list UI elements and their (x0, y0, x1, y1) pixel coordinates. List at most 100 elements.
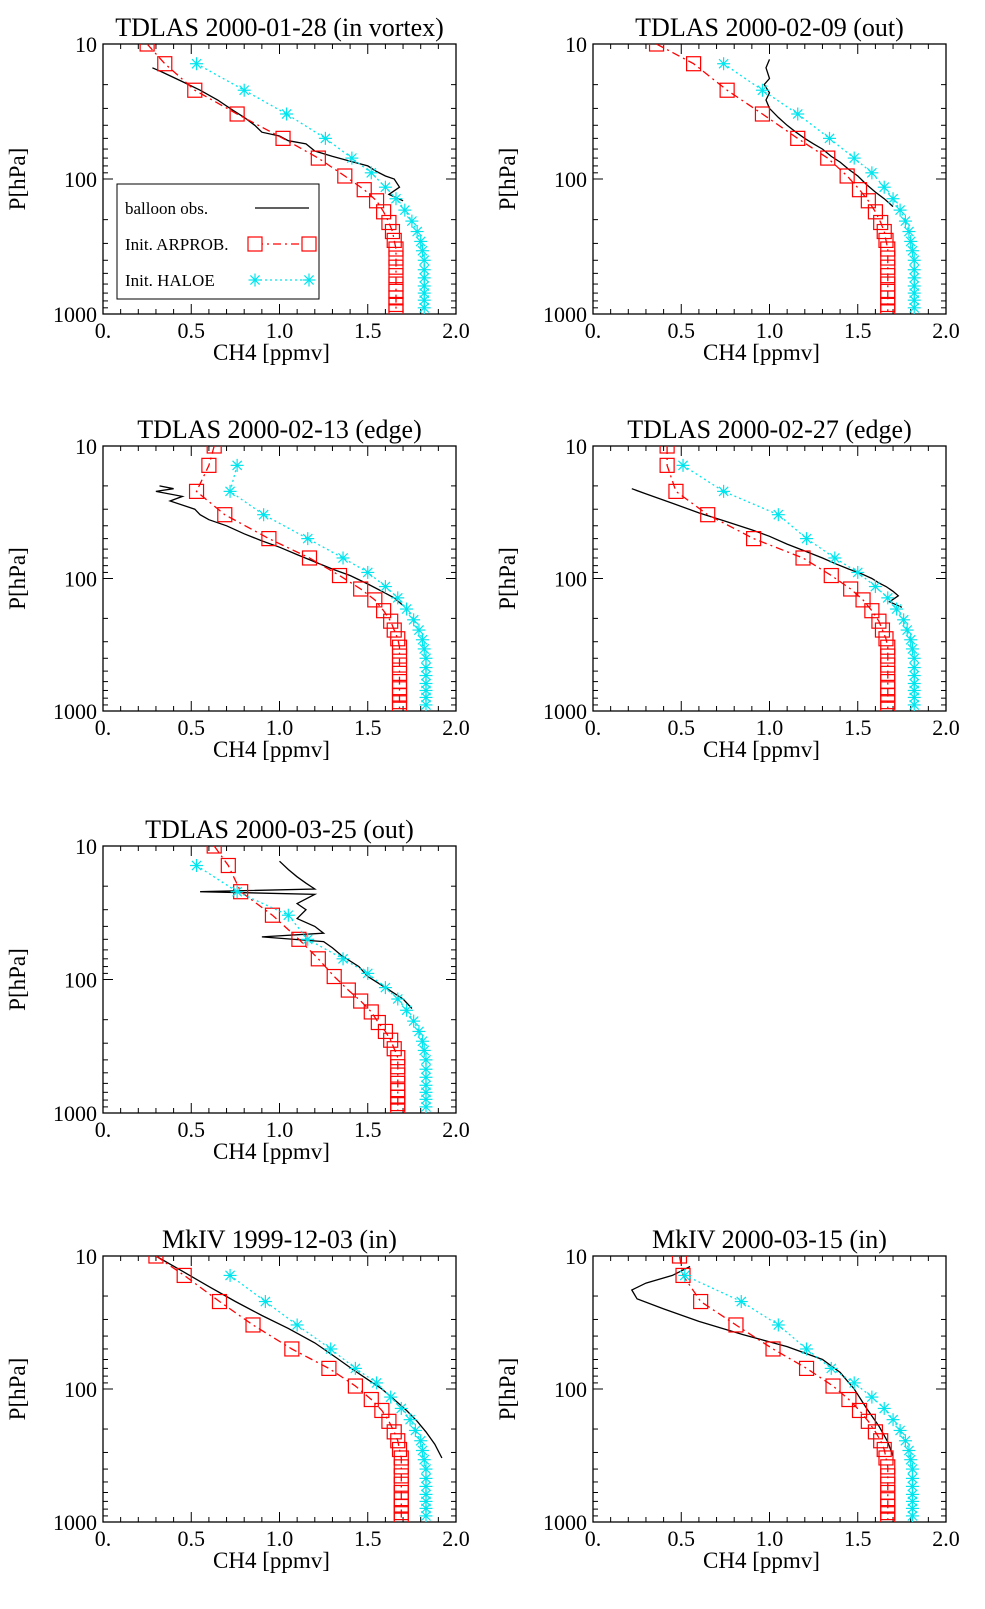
series-point-asterisk (410, 225, 424, 239)
series-point-asterisk (886, 1413, 900, 1427)
asterisk-stroke (419, 1045, 430, 1056)
legend: balloon obs. Init. ARPROB. Init. HALOE (116, 183, 320, 300)
asterisk-stroke (420, 678, 432, 689)
series-point-asterisk (865, 166, 879, 180)
asterisk-stroke (907, 1489, 918, 1500)
series-point-square (880, 268, 896, 284)
series-point-asterisk (405, 214, 419, 228)
plot-frame (592, 445, 947, 712)
series-point-square (686, 56, 702, 72)
x-tick-label: 2.0 (442, 318, 470, 343)
asterisk-stroke (905, 236, 916, 247)
y-axis-label: P[hPa] (5, 948, 30, 1011)
series-point-asterisk (415, 1443, 429, 1457)
series-point-asterisk (419, 1471, 433, 1485)
asterisk-stroke (420, 1503, 432, 1514)
asterisk-stroke (866, 167, 877, 178)
arprob-line (195, 446, 401, 708)
x-tick-label: 0.5 (178, 715, 206, 740)
asterisk-stroke (420, 1510, 432, 1521)
series-point-asterisk (318, 131, 332, 145)
x-tick-label: 0.5 (668, 715, 696, 740)
series-point-asterisk (851, 565, 865, 579)
x-tick-label: 0. (95, 715, 112, 740)
x-tick-label: 2.0 (932, 1526, 960, 1551)
asterisk-stroke (419, 643, 430, 654)
series-point-asterisk (904, 234, 918, 248)
series-point-square (391, 657, 408, 673)
balloon-obs-line (155, 1256, 443, 1459)
series-point-square (388, 250, 404, 266)
asterisk-stroke (826, 1363, 837, 1374)
series-point-square (880, 648, 896, 664)
x-tick-label: 1.0 (266, 1526, 294, 1551)
x-tick-label: 1.0 (756, 1526, 784, 1551)
asterisk-stroke (907, 1503, 918, 1514)
y-tick-label: 100 (64, 1377, 97, 1402)
series-point-square (157, 56, 173, 72)
series-point-asterisk (302, 273, 316, 287)
asterisk-stroke (907, 245, 918, 256)
series-point-square (390, 631, 406, 647)
y-axis-label: P[hPa] (495, 547, 520, 610)
series-point-square (855, 592, 871, 608)
asterisk-stroke (350, 1363, 361, 1374)
asterisk-stroke (866, 1392, 877, 1403)
series-point-square (880, 700, 896, 711)
asterisk-stroke (909, 692, 920, 703)
asterisk-stroke (401, 1005, 412, 1016)
asterisk-stroke (413, 625, 424, 636)
x-tick-label: 0. (95, 318, 112, 343)
series-point-asterisk (415, 1034, 429, 1048)
asterisk-stroke (392, 592, 403, 603)
y-tick-label: 100 (554, 167, 587, 192)
asterisk-stroke (413, 1026, 424, 1037)
asterisk-stroke (895, 1425, 906, 1436)
series-point-asterisk (419, 651, 433, 665)
series-point-asterisk (734, 1295, 748, 1309)
asterisk-stroke (888, 1414, 899, 1425)
asterisk-stroke (420, 662, 432, 673)
legend-label: Init. ARPROB. (125, 235, 228, 254)
x-tick-label: 0.5 (178, 1526, 206, 1551)
x-tick-label: 1.0 (266, 318, 294, 343)
asterisk-stroke (292, 1319, 303, 1330)
series-point-square (176, 1267, 192, 1284)
asterisk-stroke (824, 133, 835, 144)
series-point-square (377, 1023, 393, 1040)
series-point-asterisk (403, 1413, 417, 1427)
x-tick-label: 1.5 (354, 1526, 382, 1551)
series-point-square (275, 130, 291, 146)
y-tick-label: 10 (75, 32, 97, 57)
series-point-square (381, 1413, 397, 1429)
series-point-square (386, 232, 402, 249)
series-point-square (841, 1391, 857, 1408)
series-point-square (220, 857, 236, 874)
x-tick-label: 2.0 (932, 715, 960, 740)
asterisk-stroke (419, 255, 430, 266)
series-point-square (340, 982, 356, 998)
x-tick-label: 0.5 (178, 1117, 206, 1142)
asterisk-stroke (191, 860, 202, 871)
series-point-square (386, 1424, 402, 1440)
series-point-asterisk (877, 1401, 891, 1415)
x-axis-label: CH4 [ppmv] (213, 340, 330, 365)
y-tick-label: 100 (64, 567, 97, 592)
series-point-square (878, 1450, 894, 1466)
asterisk-stroke (849, 1377, 860, 1388)
series-point-asterisk (886, 192, 900, 206)
asterisk-stroke (380, 982, 391, 993)
series-point-asterisk (301, 532, 315, 546)
asterisk-stroke (773, 509, 784, 520)
series-point-square (188, 483, 205, 499)
asterisk-stroke (385, 1392, 396, 1403)
series-point-asterisk (408, 1423, 422, 1437)
y-axis-label: P[hPa] (5, 1358, 30, 1421)
series-point-square (261, 531, 277, 547)
asterisk-stroke (905, 1454, 916, 1465)
series-point-asterisk (223, 1268, 237, 1282)
series-point-square (391, 639, 408, 655)
x-tick-label: 2.0 (442, 1117, 470, 1142)
x-axis-label: CH4 [ppmv] (213, 737, 330, 762)
chart-title: MkIV 1999-12-03 (in) (162, 1225, 397, 1254)
